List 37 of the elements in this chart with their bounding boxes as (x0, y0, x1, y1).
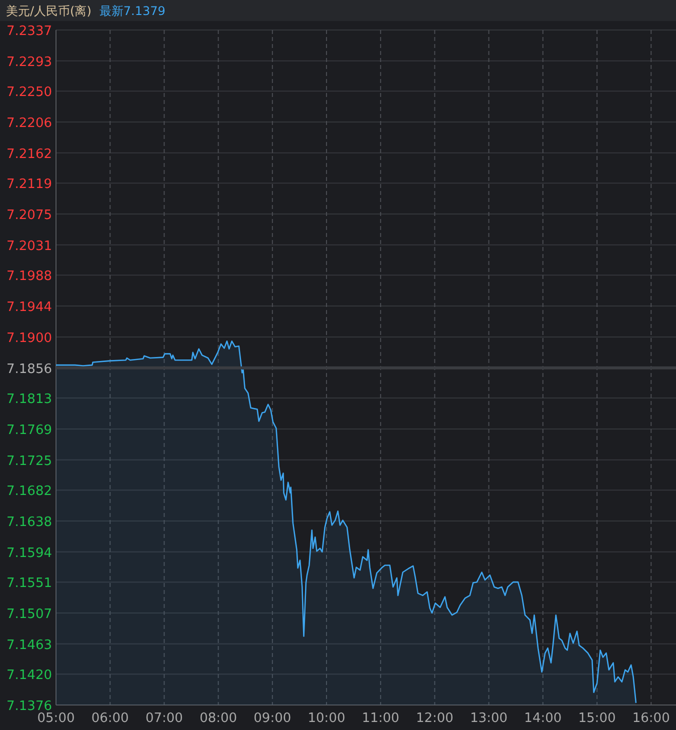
y-tick-label: 7.1900 (6, 330, 52, 346)
y-tick-label: 7.2293 (6, 54, 52, 70)
y-tick-label: 7.1551 (6, 576, 52, 592)
x-tick-label: 11:00 (362, 711, 400, 726)
y-tick-label: 7.2162 (6, 146, 52, 162)
y-tick-label: 7.1638 (6, 514, 52, 530)
y-tick-label: 7.1420 (6, 668, 52, 684)
y-tick-label: 7.1856 (6, 362, 52, 377)
y-tick-label: 7.1988 (6, 269, 52, 284)
x-tick-label: 14:00 (524, 711, 562, 726)
x-tick-label: 06:00 (91, 711, 129, 726)
y-tick-label: 7.1507 (6, 606, 52, 622)
y-tick-label: 7.1813 (6, 392, 52, 408)
y-tick-label: 7.1682 (6, 484, 52, 500)
y-tick-label: 7.2206 (6, 116, 52, 132)
y-tick-label: 7.1769 (6, 422, 52, 438)
x-tick-label: 12:00 (416, 711, 454, 726)
y-tick-label: 7.1376 (6, 699, 52, 714)
y-tick-label: 7.1594 (6, 546, 52, 561)
chart-subtitle: 最新7.1379 (99, 4, 166, 18)
y-tick-label: 7.2119 (6, 177, 52, 192)
y-tick-label: 7.1944 (6, 300, 52, 316)
y-tick-label: 7.2031 (6, 238, 52, 254)
x-tick-label: 13:00 (470, 711, 508, 726)
y-tick-label: 7.1463 (6, 638, 52, 653)
x-tick-label: 05:00 (37, 711, 75, 726)
x-tick-label: 16:00 (632, 711, 670, 726)
x-tick-label: 08:00 (200, 711, 238, 726)
x-tick-label: 15:00 (578, 711, 616, 726)
x-tick-label: 10:00 (308, 711, 346, 726)
x-tick-label: 09:00 (254, 711, 292, 726)
y-tick-label: 7.2075 (6, 208, 52, 224)
y-tick-label: 7.1725 (6, 454, 52, 469)
x-tick-label: 07:00 (145, 711, 183, 726)
y-tick-label: 7.2250 (6, 85, 52, 100)
y-tick-label: 7.2337 (6, 24, 52, 39)
chart-title: 美元/人民币(离) (6, 4, 92, 18)
